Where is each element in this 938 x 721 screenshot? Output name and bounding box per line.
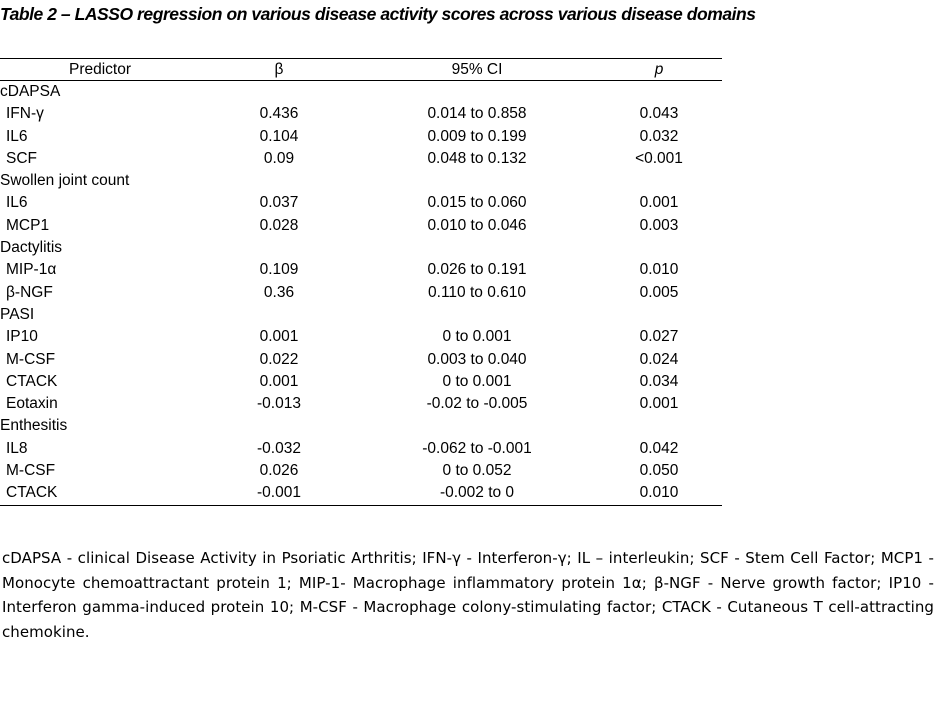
table-row: CTACK 0.001 0 to 0.001 0.034 bbox=[0, 371, 722, 393]
ci-cell: 0.026 to 0.191 bbox=[427, 261, 527, 279]
predictor-cell: SCF bbox=[6, 149, 37, 167]
ci-cell: 0.009 to 0.199 bbox=[427, 127, 527, 145]
predictor-cell: M-CSF bbox=[6, 462, 56, 480]
ci-cell: -0.02 to -0.005 bbox=[426, 395, 528, 413]
group-label: Dactylitis bbox=[0, 239, 63, 257]
p-cell: 0.032 bbox=[639, 127, 679, 145]
p-cell: 0.043 bbox=[639, 105, 679, 123]
ci-cell: 0 to 0.001 bbox=[442, 328, 512, 346]
header-beta: β bbox=[274, 61, 284, 78]
p-cell: <0.001 bbox=[635, 149, 683, 167]
beta-cell: -0.013 bbox=[257, 395, 301, 413]
ci-cell: -0.002 to 0 bbox=[439, 484, 515, 502]
table-row: IL8 -0.032 -0.062 to -0.001 0.042 bbox=[0, 438, 722, 460]
predictor-cell: M-CSF bbox=[6, 350, 56, 368]
predictor-cell: IL8 bbox=[6, 439, 28, 457]
table-row: β-NGF 0.36 0.110 to 0.610 0.005 bbox=[0, 282, 722, 304]
p-cell: 0.010 bbox=[639, 261, 679, 279]
beta-cell: -0.032 bbox=[257, 439, 301, 457]
table-row: IP10 0.001 0 to 0.001 0.027 bbox=[0, 326, 722, 348]
group-label: PASI bbox=[0, 305, 35, 323]
beta-cell: 0.09 bbox=[263, 149, 295, 167]
ci-cell: 0.110 to 0.610 bbox=[428, 283, 526, 301]
table-row: Eotaxin -0.013 -0.02 to -0.005 0.001 bbox=[0, 393, 722, 415]
beta-cell: 0.028 bbox=[259, 216, 299, 234]
predictor-cell: Eotaxin bbox=[6, 395, 58, 413]
group-label: Swollen joint count bbox=[0, 172, 130, 190]
p-cell: 0.003 bbox=[639, 216, 679, 234]
group-label: Enthesitis bbox=[0, 417, 68, 435]
beta-cell: 0.026 bbox=[259, 462, 299, 480]
table-row: M-CSF 0.026 0 to 0.052 0.050 bbox=[0, 460, 722, 482]
table-row: IFN-γ 0.436 0.014 to 0.858 0.043 bbox=[0, 103, 722, 125]
ci-cell: 0.014 to 0.858 bbox=[427, 105, 527, 123]
table-row: CTACK -0.001 -0.002 to 0 0.010 bbox=[0, 482, 722, 506]
p-cell: 0.024 bbox=[639, 350, 679, 368]
beta-cell: 0.109 bbox=[259, 261, 299, 279]
table-row: IL6 0.037 0.015 to 0.060 0.001 bbox=[0, 192, 722, 214]
header-predictor: Predictor bbox=[68, 61, 132, 78]
beta-cell: 0.436 bbox=[259, 105, 299, 123]
group-label: cDAPSA bbox=[0, 83, 61, 100]
predictor-cell: MCP1 bbox=[6, 216, 50, 234]
table-row: MCP1 0.028 0.010 to 0.046 0.003 bbox=[0, 215, 722, 237]
ci-cell: 0.003 to 0.040 bbox=[427, 350, 527, 368]
p-cell: 0.001 bbox=[639, 395, 679, 413]
ci-cell: 0.015 to 0.060 bbox=[427, 194, 527, 212]
table-row: MIP-1α 0.109 0.026 to 0.191 0.010 bbox=[0, 259, 722, 281]
table-row: SCF 0.09 0.048 to 0.132 <0.001 bbox=[0, 148, 722, 170]
p-cell: 0.005 bbox=[639, 283, 679, 301]
table-row: IL6 0.104 0.009 to 0.199 0.032 bbox=[0, 126, 722, 148]
predictor-cell: IL6 bbox=[6, 194, 28, 212]
group-row: cDAPSA bbox=[0, 81, 722, 103]
beta-cell: 0.037 bbox=[259, 194, 299, 212]
beta-cell: -0.001 bbox=[257, 484, 301, 502]
group-row: Enthesitis bbox=[0, 415, 722, 437]
predictor-cell: IL6 bbox=[6, 127, 28, 145]
table-body: cDAPSA IFN-γ 0.436 0.014 to 0.858 0.043 IL6 0.… bbox=[0, 81, 722, 506]
p-cell: 0.042 bbox=[639, 439, 679, 457]
p-cell: 0.027 bbox=[639, 328, 679, 346]
predictor-cell: IFN-γ bbox=[6, 105, 44, 123]
table-header-row: Predictor β 95% CI p bbox=[0, 58, 722, 81]
ci-cell: 0 to 0.001 bbox=[442, 372, 512, 390]
beta-cell: 0.104 bbox=[259, 127, 299, 145]
beta-cell: 0.36 bbox=[263, 283, 295, 301]
predictor-cell: CTACK bbox=[6, 372, 58, 390]
predictor-cell: IP10 bbox=[6, 328, 38, 346]
ci-cell: -0.062 to -0.001 bbox=[422, 439, 532, 457]
table-footnote: cDAPSA - clinical Disease Activity in Ps… bbox=[2, 549, 934, 641]
results-table: Predictor β 95% CI p cDAPSA IFN-γ 0.436 0.0… bbox=[0, 58, 722, 506]
p-cell: 0.050 bbox=[639, 462, 679, 480]
ci-cell: 0.048 to 0.132 bbox=[427, 149, 527, 167]
group-row: PASI bbox=[0, 304, 722, 326]
ci-cell: 0.010 to 0.046 bbox=[427, 216, 527, 234]
p-cell: 0.001 bbox=[639, 194, 679, 212]
predictor-cell: MIP-1α bbox=[6, 261, 57, 279]
predictor-cell: CTACK bbox=[6, 484, 58, 502]
predictor-cell: β-NGF bbox=[6, 283, 53, 301]
beta-cell: 0.001 bbox=[259, 328, 299, 346]
beta-cell: 0.001 bbox=[259, 372, 299, 390]
header-ci: 95% CI bbox=[451, 61, 503, 78]
beta-cell: 0.022 bbox=[259, 350, 299, 368]
header-p: p bbox=[654, 61, 664, 78]
group-row: Dactylitis bbox=[0, 237, 722, 259]
p-cell: 0.010 bbox=[639, 484, 679, 502]
group-row: Swollen joint count bbox=[0, 170, 722, 192]
table-row: M-CSF 0.022 0.003 to 0.040 0.024 bbox=[0, 349, 722, 371]
ci-cell: 0 to 0.052 bbox=[442, 462, 512, 480]
p-cell: 0.034 bbox=[639, 372, 679, 390]
table-caption: Table 2 – LASSO regression on various di… bbox=[0, 4, 756, 24]
